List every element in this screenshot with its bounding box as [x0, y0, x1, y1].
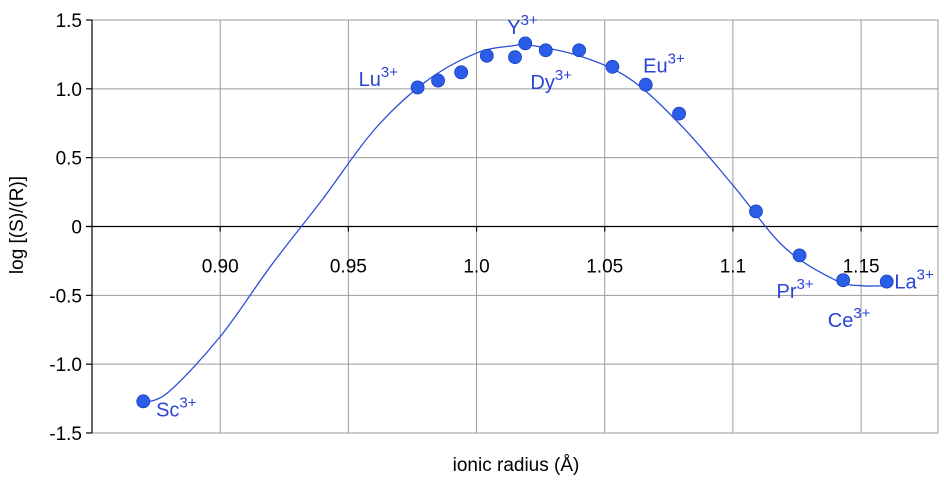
data-point-10	[638, 77, 653, 92]
y-tick-label-0: 1.5	[56, 11, 82, 32]
x-tick-label-2: 1.0	[463, 257, 489, 278]
ion-symbol: Lu	[359, 69, 381, 91]
ion-charge: 3+	[668, 50, 685, 67]
fit-curve	[143, 43, 887, 404]
data-point-0	[136, 394, 151, 409]
grid-lines	[91, 19, 939, 434]
data-points	[136, 36, 894, 409]
ion-symbol: La	[894, 271, 917, 293]
ion-label-dy: Dy3+	[530, 67, 572, 94]
ion-symbol: Ce	[828, 310, 854, 332]
ion-charge: 3+	[179, 394, 196, 411]
ion-symbol: Sc	[156, 399, 179, 421]
data-point-2	[431, 73, 445, 88]
x-tick-label-5: 1.15	[843, 257, 880, 278]
data-point-11	[672, 106, 686, 121]
y-tick-labels: 1.5 1.0 0.5 0 -0.5 -1.0 -1.5	[49, 11, 82, 445]
ion-label-eu: Eu3+	[643, 50, 685, 77]
y-tick-label-3: 0	[71, 218, 82, 239]
y-tick-label-2: 0.5	[56, 149, 82, 170]
y-tick-label-4: -0.5	[49, 286, 82, 307]
ion-symbol: Eu	[643, 55, 667, 77]
ion-charge: 3+	[555, 67, 572, 84]
data-point-13	[792, 248, 807, 263]
data-point-14	[836, 273, 851, 288]
data-point-9	[605, 59, 620, 74]
data-point-7	[538, 43, 553, 58]
ion-charge: 3+	[796, 276, 813, 293]
ion-labels: Sc3+Lu3+Y3+Dy3+ Eu3+Pr3+Ce3+La3+	[156, 12, 934, 422]
y-tick-label-6: -1.5	[49, 424, 82, 445]
x-tick-label-1: 0.95	[330, 257, 367, 278]
data-point-3	[454, 65, 469, 80]
data-point-12	[749, 204, 763, 219]
y-tick-label-1: 1.0	[56, 80, 82, 101]
x-tick-label-3: 1.05	[586, 257, 623, 278]
data-point-6	[518, 36, 533, 51]
data-point-5	[508, 50, 522, 65]
ion-symbol: Dy	[530, 72, 554, 94]
x-axis-title: ionic radius (Å)	[453, 455, 580, 476]
data-point-15	[879, 274, 894, 289]
data-point-1	[410, 80, 425, 95]
ion-charge: 3+	[853, 305, 870, 322]
ion-label-pr: Pr3+	[776, 276, 813, 303]
ion-symbol: Pr	[776, 281, 796, 303]
data-point-8	[572, 43, 586, 58]
x-tick-labels: 0.90 0.95 1.0 1.05 1.1 1.15	[202, 257, 880, 278]
zero-axis-group	[86, 19, 938, 434]
x-tick-label-4: 1.1	[720, 257, 746, 278]
ion-label-sc: Sc3+	[156, 394, 197, 421]
ion-label-ce: Ce3+	[828, 305, 871, 332]
ion-charge: 3+	[521, 12, 538, 29]
ion-charge: 3+	[381, 64, 398, 81]
ion-label-la: La3+	[894, 266, 934, 293]
data-point-4	[479, 48, 494, 63]
y-tick-label-5: -1.0	[49, 355, 82, 376]
y-axis-title: log [(S)/(R)]	[7, 176, 28, 274]
x-tick-label-0: 0.90	[202, 257, 239, 278]
ion-label-lu: Lu3+	[359, 64, 399, 91]
ion-symbol: Y	[507, 17, 520, 39]
ion-label-y: Y3+	[507, 12, 538, 39]
ion-charge: 3+	[917, 266, 934, 283]
